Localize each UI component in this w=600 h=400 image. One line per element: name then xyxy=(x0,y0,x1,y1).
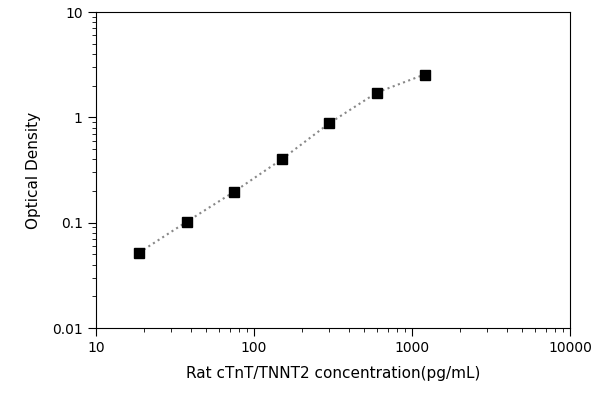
X-axis label: Rat cTnT/TNNT2 concentration(pg/mL): Rat cTnT/TNNT2 concentration(pg/mL) xyxy=(186,366,480,381)
Y-axis label: Optical Density: Optical Density xyxy=(26,112,41,228)
